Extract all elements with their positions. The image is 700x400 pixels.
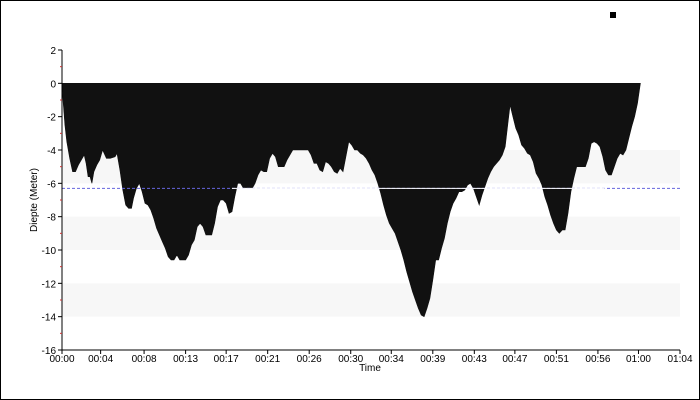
depth-area-layer bbox=[61, 83, 641, 318]
legend-marker bbox=[610, 12, 616, 18]
x-tick-label: 00:39 bbox=[420, 354, 445, 365]
x-tick-label: 00:43 bbox=[462, 354, 487, 365]
x-tick-label: 00:08 bbox=[132, 354, 157, 365]
x-tick-label: 00:26 bbox=[297, 354, 322, 365]
x-tick-label: 00:56 bbox=[585, 354, 610, 365]
x-tick-label: 01:04 bbox=[667, 354, 692, 365]
x-tick-label: 00:34 bbox=[379, 354, 404, 365]
x-tick-label: 01:00 bbox=[626, 354, 651, 365]
y-tick-label: -6 bbox=[47, 179, 56, 190]
x-tick-label: 00:13 bbox=[173, 354, 198, 365]
y-tick-label: -8 bbox=[47, 213, 56, 224]
x-tick-label: 00:00 bbox=[49, 354, 74, 365]
y-ticks: 2 0 -2 -4 -6 -8 -10 -12 -14 -16 bbox=[42, 46, 62, 357]
x-axis-title: Time bbox=[359, 363, 381, 374]
y-tick-label: 2 bbox=[50, 46, 56, 57]
y-tick-label: -14 bbox=[42, 313, 57, 324]
x-tick-label: 00:51 bbox=[544, 354, 569, 365]
y-tick-label: -2 bbox=[47, 113, 56, 124]
y-tick-label: -10 bbox=[42, 246, 57, 257]
y-axis-title: Diepte (Meter) bbox=[29, 168, 40, 232]
x-tick-label: 00:04 bbox=[88, 354, 113, 365]
x-tick-label: 00:47 bbox=[502, 354, 527, 365]
depth-band-2 bbox=[62, 283, 680, 317]
y-tick-label: 0 bbox=[50, 79, 56, 90]
x-ticks: 00:00 00:04 00:08 00:13 00:17 00:21 00:26 00:30… bbox=[49, 350, 693, 365]
axes bbox=[60, 50, 680, 351]
x-tick-label: 00:21 bbox=[255, 354, 280, 365]
depth-area-series-0 bbox=[61, 83, 641, 318]
x-tick-label: 00:17 bbox=[214, 354, 239, 365]
y-tick-label: -4 bbox=[47, 146, 56, 157]
x-tick-label: 00:30 bbox=[338, 354, 363, 365]
y-tick-label: -16 bbox=[42, 346, 57, 357]
y-tick-label: -12 bbox=[42, 279, 57, 290]
